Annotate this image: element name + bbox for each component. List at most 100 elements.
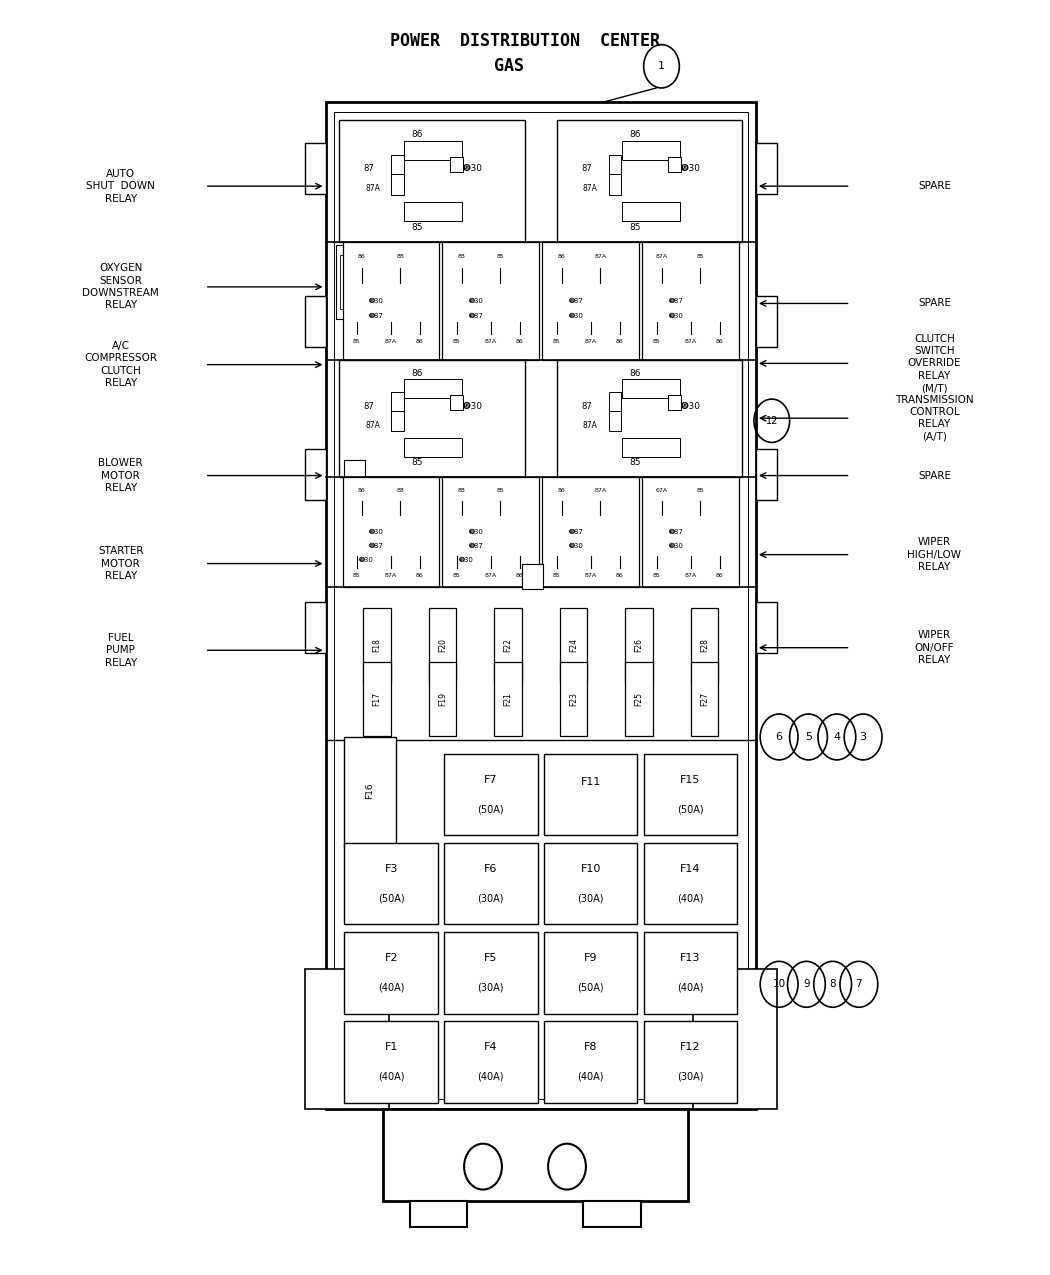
Text: 85: 85 bbox=[553, 339, 561, 344]
Text: ➒87: ➒87 bbox=[569, 529, 584, 534]
Text: 85: 85 bbox=[454, 339, 461, 344]
Text: 87: 87 bbox=[582, 402, 592, 411]
Bar bbox=[644, 843, 737, 924]
Text: ➒30: ➒30 bbox=[369, 529, 383, 534]
Text: 85: 85 bbox=[696, 254, 705, 259]
Text: F2: F2 bbox=[384, 954, 398, 963]
Bar bbox=[544, 932, 637, 1014]
Text: 85: 85 bbox=[653, 339, 660, 344]
Text: ➒30: ➒30 bbox=[463, 164, 482, 173]
Text: 85: 85 bbox=[653, 572, 660, 578]
Text: (40A): (40A) bbox=[378, 983, 404, 992]
Text: F7: F7 bbox=[484, 775, 498, 784]
Text: F6: F6 bbox=[484, 864, 498, 873]
Bar bbox=[643, 242, 739, 360]
Text: 87A: 87A bbox=[365, 421, 380, 430]
Text: 4: 4 bbox=[834, 732, 840, 742]
Text: BLOWER
MOTOR
RELAY: BLOWER MOTOR RELAY bbox=[99, 458, 143, 493]
Text: (40A): (40A) bbox=[378, 1072, 404, 1081]
Text: ➒30: ➒30 bbox=[459, 557, 474, 564]
Text: F13: F13 bbox=[680, 954, 700, 963]
Text: ➒87: ➒87 bbox=[569, 298, 584, 303]
Text: 88: 88 bbox=[397, 487, 404, 492]
Text: 67A: 67A bbox=[655, 487, 668, 492]
Bar bbox=[304, 296, 326, 347]
Bar bbox=[756, 296, 777, 347]
Bar bbox=[339, 120, 525, 242]
Bar bbox=[339, 360, 525, 477]
Text: 85: 85 bbox=[497, 254, 504, 259]
Text: 88: 88 bbox=[458, 487, 465, 492]
Text: (40A): (40A) bbox=[677, 894, 704, 903]
Text: (30A): (30A) bbox=[677, 1072, 704, 1081]
Text: 86: 86 bbox=[358, 254, 365, 259]
Text: F10: F10 bbox=[581, 864, 601, 873]
Text: F28: F28 bbox=[700, 639, 709, 652]
Text: A/C
COMPRESSOR
CLUTCH
RELAY: A/C COMPRESSOR CLUTCH RELAY bbox=[84, 340, 158, 389]
Text: ➒30: ➒30 bbox=[469, 529, 484, 534]
Text: SPARE: SPARE bbox=[918, 298, 951, 309]
Text: F23: F23 bbox=[569, 692, 578, 705]
Text: F22: F22 bbox=[504, 639, 512, 652]
Text: (50A): (50A) bbox=[478, 805, 504, 813]
Text: 85: 85 bbox=[412, 458, 423, 467]
Text: 87A: 87A bbox=[685, 572, 697, 578]
Bar bbox=[556, 360, 742, 477]
Bar bbox=[444, 754, 538, 835]
Text: OXYGEN
SENSOR
DOWNSTREAM
RELAY: OXYGEN SENSOR DOWNSTREAM RELAY bbox=[82, 263, 160, 311]
Bar bbox=[344, 843, 438, 924]
Bar bbox=[428, 608, 456, 682]
Text: WIPER
HIGH/LOW
RELAY: WIPER HIGH/LOW RELAY bbox=[907, 537, 962, 572]
Text: F18: F18 bbox=[373, 639, 381, 652]
Text: GAS: GAS bbox=[495, 57, 524, 75]
Bar bbox=[756, 449, 777, 500]
Text: ➒30: ➒30 bbox=[680, 164, 700, 173]
Text: F14: F14 bbox=[680, 864, 700, 873]
Text: 85: 85 bbox=[353, 572, 361, 578]
Text: ➒30: ➒30 bbox=[369, 298, 383, 303]
Text: ➒87: ➒87 bbox=[469, 314, 484, 319]
Text: F26: F26 bbox=[634, 639, 644, 652]
Text: 86: 86 bbox=[629, 130, 640, 139]
Text: 85: 85 bbox=[412, 223, 423, 232]
Text: WIPER
ON/OFF
RELAY: WIPER ON/OFF RELAY bbox=[915, 630, 954, 666]
Text: (40A): (40A) bbox=[478, 1072, 504, 1081]
Text: 88: 88 bbox=[397, 254, 404, 259]
Bar bbox=[444, 932, 538, 1014]
Text: 88: 88 bbox=[458, 254, 465, 259]
Text: 12: 12 bbox=[765, 416, 778, 426]
Text: 85: 85 bbox=[497, 487, 504, 492]
Text: 87A: 87A bbox=[365, 184, 380, 193]
Text: 87A: 87A bbox=[594, 254, 607, 259]
Bar bbox=[391, 154, 403, 175]
Text: 3: 3 bbox=[860, 732, 866, 742]
Text: SPARE: SPARE bbox=[918, 470, 951, 481]
Text: (50A): (50A) bbox=[677, 805, 704, 813]
Bar bbox=[336, 245, 378, 319]
Text: 86: 86 bbox=[616, 572, 624, 578]
Bar bbox=[691, 662, 718, 736]
Bar bbox=[304, 969, 388, 1109]
Bar bbox=[609, 411, 622, 431]
Bar bbox=[495, 608, 522, 682]
Text: F11: F11 bbox=[581, 776, 601, 787]
Text: 86: 86 bbox=[416, 572, 423, 578]
Text: ➒30: ➒30 bbox=[669, 314, 684, 319]
Text: CLUTCH
SWITCH
OVERRIDE
RELAY
(M/T): CLUTCH SWITCH OVERRIDE RELAY (M/T) bbox=[908, 334, 961, 393]
Text: 85: 85 bbox=[629, 458, 640, 467]
Bar bbox=[668, 157, 680, 172]
Text: ➒30: ➒30 bbox=[569, 543, 584, 550]
Bar bbox=[326, 102, 756, 1109]
Bar bbox=[363, 608, 391, 682]
Text: ➒30: ➒30 bbox=[463, 402, 482, 411]
Text: 85: 85 bbox=[454, 572, 461, 578]
Bar bbox=[691, 608, 718, 682]
Text: STARTER
MOTOR
RELAY: STARTER MOTOR RELAY bbox=[98, 546, 144, 581]
Text: F25: F25 bbox=[634, 692, 644, 705]
Bar bbox=[342, 242, 439, 360]
Bar bbox=[609, 175, 622, 195]
Text: 10: 10 bbox=[773, 979, 785, 989]
Text: 87A: 87A bbox=[655, 254, 668, 259]
Bar bbox=[391, 411, 403, 431]
Text: 8: 8 bbox=[830, 979, 836, 989]
